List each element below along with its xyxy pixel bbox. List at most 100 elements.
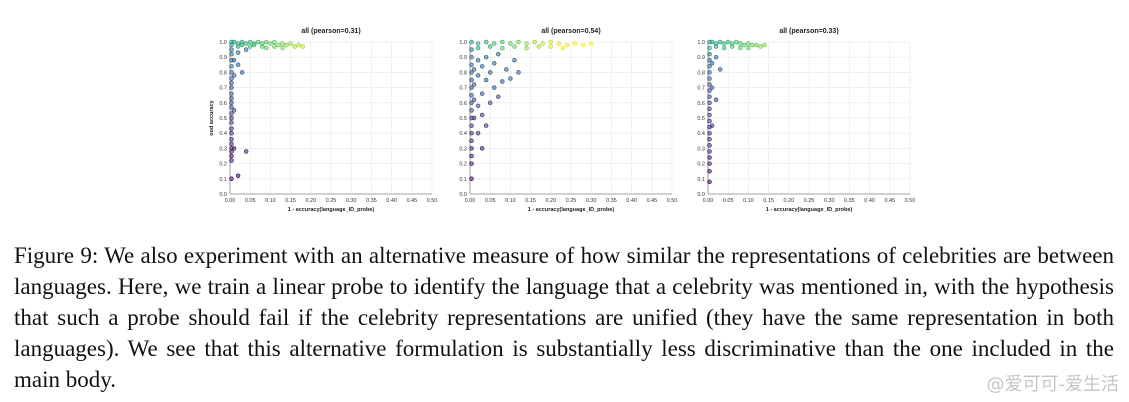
scatter-point bbox=[491, 41, 497, 46]
y-tick-label: 0.8 bbox=[219, 70, 227, 76]
x-tick-label: 0.15 bbox=[285, 198, 296, 204]
scatter-point bbox=[229, 100, 234, 106]
x-tick-label: 0.20 bbox=[305, 198, 316, 204]
scatter-point bbox=[707, 106, 712, 112]
scatter-point bbox=[229, 51, 234, 57]
scatter-point bbox=[707, 161, 712, 166]
scatter-point bbox=[725, 39, 731, 45]
scatter-point bbox=[479, 146, 485, 151]
scatter-point bbox=[469, 123, 474, 128]
y-tick-label: 0.8 bbox=[459, 70, 467, 76]
y-tick-label: 0.1 bbox=[219, 177, 227, 183]
x-tick-label: 0.05 bbox=[245, 198, 256, 204]
scatter-point bbox=[229, 85, 234, 90]
scatter-point bbox=[469, 100, 474, 106]
scatter-point bbox=[707, 155, 712, 160]
figure-caption: Figure 9: We also experiment with an alt… bbox=[14, 243, 1114, 392]
scatter-point bbox=[469, 176, 474, 182]
x-tick-label: 0.00 bbox=[225, 198, 236, 204]
scatter-point bbox=[709, 85, 715, 90]
scatter-point bbox=[512, 57, 517, 63]
scatter-point bbox=[707, 70, 712, 75]
scatter-point bbox=[707, 88, 712, 93]
y-tick-label: 0.5 bbox=[219, 116, 227, 122]
scatter-point bbox=[229, 105, 234, 110]
scatter-point bbox=[707, 100, 712, 106]
scatter-point bbox=[469, 62, 474, 68]
scatter-point bbox=[479, 91, 485, 96]
scatter-point bbox=[469, 108, 474, 113]
scatter-point bbox=[721, 45, 727, 51]
x-tick-label: 0.10 bbox=[265, 198, 276, 204]
scatter-point bbox=[564, 42, 570, 48]
scatter-point bbox=[229, 115, 234, 121]
scatter-point bbox=[231, 73, 237, 78]
y-tick-label: 0.5 bbox=[459, 116, 467, 122]
scatter-point bbox=[738, 41, 743, 46]
scatter-point bbox=[471, 67, 477, 72]
scatter-point bbox=[229, 126, 234, 131]
scatter-point bbox=[469, 130, 474, 136]
scatter-point bbox=[229, 91, 234, 96]
scatter-point bbox=[487, 44, 493, 49]
scatter-point bbox=[264, 45, 269, 51]
scatter-point bbox=[229, 137, 234, 142]
scatter-point bbox=[475, 103, 481, 109]
scatter-point bbox=[471, 97, 477, 103]
scatter-point bbox=[469, 85, 474, 90]
x-tick-label: 0.05 bbox=[485, 198, 496, 204]
y-tick-label: 0.3 bbox=[697, 146, 705, 152]
scatter-point bbox=[284, 42, 289, 48]
y-tick-label: 0.3 bbox=[459, 146, 467, 152]
scatter-point bbox=[475, 41, 481, 46]
y-tick-label: 0.2 bbox=[219, 162, 227, 168]
scatter-point bbox=[280, 45, 285, 51]
scatter-point bbox=[229, 158, 234, 163]
scatter-point bbox=[707, 143, 712, 148]
x-tick-label: 0.40 bbox=[864, 198, 875, 204]
scatter-point bbox=[469, 54, 474, 60]
scatter-point bbox=[707, 94, 712, 99]
y-tick-label: 0.2 bbox=[459, 162, 467, 168]
scatter-point bbox=[572, 41, 578, 46]
scatter-point bbox=[235, 173, 241, 179]
scatter-point bbox=[256, 39, 261, 45]
x-tick-label: 0.20 bbox=[545, 198, 556, 204]
scatter-point bbox=[243, 47, 249, 52]
scatter-point bbox=[276, 42, 281, 48]
x-tick-label: 0.10 bbox=[505, 198, 516, 204]
scatter-point bbox=[707, 168, 712, 174]
y-tick-label: 0.1 bbox=[697, 177, 705, 183]
y-tick-label: 0.9 bbox=[697, 55, 705, 61]
x-tick-label: 0.10 bbox=[743, 198, 754, 204]
scatter-point bbox=[709, 123, 715, 128]
scatter-point bbox=[229, 76, 234, 81]
scatter-plot-svg: 0.0 0.1 0.2 0.3 0.4 0.5 0.6 0.7 0.8 0.9 1.0 0.00 0.0… bbox=[209, 28, 437, 213]
y-tick-label: 0.4 bbox=[219, 131, 227, 137]
scatter-point bbox=[588, 41, 594, 46]
scatter-point bbox=[235, 50, 241, 55]
y-tick-label: 0.0 bbox=[459, 192, 467, 198]
scatter-point bbox=[524, 45, 529, 51]
scatter-point bbox=[483, 123, 489, 128]
scatter-point bbox=[524, 41, 529, 46]
x-tick-label: 0.00 bbox=[703, 198, 714, 204]
scatter-point bbox=[536, 44, 541, 49]
scatter-point bbox=[247, 44, 253, 49]
scatter-point bbox=[548, 39, 554, 45]
scatter-point bbox=[469, 161, 474, 166]
scatter-point bbox=[707, 76, 712, 81]
scatter-point bbox=[508, 41, 513, 46]
x-tick-label: 0.15 bbox=[763, 198, 774, 204]
figure-panels: 0.0 0.1 0.2 0.3 0.4 0.5 0.6 0.7 0.8 0.9 1.0 0.00 0.0… bbox=[209, 28, 915, 213]
x-tick-label: 0.20 bbox=[783, 198, 794, 204]
y-tick-label: 1.0 bbox=[219, 40, 227, 46]
scatter-point bbox=[487, 100, 493, 106]
scatter-point bbox=[580, 42, 586, 48]
scatter-point bbox=[235, 44, 241, 49]
scatter-plot-svg: 0.0 0.1 0.2 0.3 0.4 0.5 0.6 0.7 0.8 0.9 1.0 0.00 0.0… bbox=[459, 28, 677, 213]
scatter-point bbox=[713, 97, 719, 103]
scatter-point bbox=[709, 61, 715, 66]
scatter-point bbox=[504, 67, 509, 72]
scatter-point bbox=[229, 130, 234, 136]
